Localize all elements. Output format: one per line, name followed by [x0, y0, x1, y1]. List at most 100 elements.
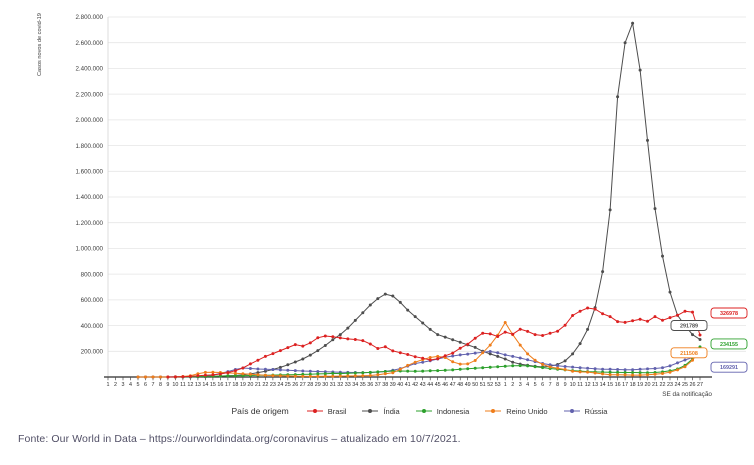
svg-text:39: 39	[390, 382, 396, 388]
series-russia	[136, 350, 702, 379]
svg-text:9: 9	[166, 382, 169, 388]
svg-text:7: 7	[152, 382, 155, 388]
svg-text:26: 26	[292, 382, 298, 388]
end-label-india: 291789	[670, 320, 708, 331]
svg-text:13: 13	[592, 382, 598, 388]
svg-text:30: 30	[322, 382, 328, 388]
end-label-reino-unido: 211508	[670, 347, 708, 359]
svg-text:2: 2	[511, 382, 514, 388]
svg-text:13: 13	[195, 382, 201, 388]
svg-text:800.000: 800.000	[81, 271, 104, 278]
svg-text:53: 53	[495, 382, 501, 388]
svg-text:41: 41	[405, 382, 411, 388]
svg-text:43: 43	[420, 382, 426, 388]
svg-text:9: 9	[564, 382, 567, 388]
legend-item-indonesia: Indonesia	[415, 406, 470, 416]
svg-text:33: 33	[345, 382, 351, 388]
svg-text:23: 23	[667, 382, 673, 388]
svg-text:17: 17	[225, 382, 231, 388]
svg-text:200.000: 200.000	[81, 349, 104, 356]
svg-text:11: 11	[577, 382, 583, 388]
end-label-indonesia: 234155	[710, 338, 748, 350]
svg-text:6: 6	[541, 382, 544, 388]
svg-text:31: 31	[330, 382, 336, 388]
svg-text:21: 21	[255, 382, 261, 388]
svg-text:25: 25	[285, 382, 291, 388]
svg-text:16: 16	[615, 382, 621, 388]
legend-label: Indonesia	[436, 406, 470, 416]
svg-text:22: 22	[262, 382, 268, 388]
svg-text:2.200.000: 2.200.000	[75, 91, 103, 98]
legend-marker-reino-unido-icon	[485, 409, 502, 413]
svg-text:24: 24	[277, 382, 283, 388]
legend-marker-indonesia-icon	[415, 409, 432, 413]
svg-text:22: 22	[660, 382, 666, 388]
svg-text:8: 8	[556, 382, 559, 388]
svg-text:17: 17	[622, 382, 628, 388]
svg-text:2.000.000: 2.000.000	[75, 117, 103, 124]
svg-text:44: 44	[427, 382, 433, 388]
svg-text:24: 24	[675, 382, 681, 388]
svg-text:2: 2	[114, 382, 117, 388]
svg-text:36: 36	[367, 382, 373, 388]
svg-text:15: 15	[210, 382, 216, 388]
svg-text:23: 23	[270, 382, 276, 388]
svg-text:14: 14	[202, 382, 208, 388]
svg-text:27: 27	[697, 382, 703, 388]
svg-text:18: 18	[232, 382, 238, 388]
svg-text:40: 40	[397, 382, 403, 388]
svg-text:3: 3	[519, 382, 522, 388]
svg-text:29: 29	[315, 382, 321, 388]
svg-text:1.200.000: 1.200.000	[75, 220, 103, 227]
gridlines	[108, 16, 746, 352]
svg-text:19: 19	[240, 382, 246, 388]
svg-text:326978: 326978	[720, 311, 738, 317]
end-label-russia: 169291	[710, 361, 748, 373]
chart-legend: País de origem Brasil Índia Indonesia Reino…	[0, 406, 754, 416]
svg-text:49: 49	[465, 382, 471, 388]
legend-item-reino-unido: Reino Unido	[484, 406, 548, 416]
svg-text:26: 26	[690, 382, 696, 388]
svg-text:5: 5	[137, 382, 140, 388]
legend-item-brasil: Brasil	[306, 407, 346, 416]
svg-text:45: 45	[435, 382, 441, 388]
svg-text:1.800.000: 1.800.000	[75, 143, 103, 150]
legend-label: Reino Unido	[506, 406, 548, 416]
end-label-brasil: 326978	[710, 307, 748, 319]
svg-text:32: 32	[337, 382, 343, 388]
legend-item-russia: Rússia	[563, 406, 608, 416]
svg-text:234155: 234155	[720, 342, 738, 348]
legend-item-india: Índia	[361, 406, 400, 416]
legend-marker-brasil-icon	[306, 409, 323, 413]
svg-text:1.600.000: 1.600.000	[75, 169, 103, 176]
svg-text:600.000: 600.000	[81, 297, 104, 304]
svg-text:400.000: 400.000	[81, 323, 104, 330]
y-axis-title: Casos novos de covid-19	[37, 13, 43, 76]
svg-text:1.400.000: 1.400.000	[75, 194, 103, 201]
x-axis-title: SE da notificação	[662, 391, 712, 398]
svg-text:1.000.000: 1.000.000	[75, 246, 103, 253]
svg-text:34: 34	[352, 382, 358, 388]
svg-text:10: 10	[570, 382, 576, 388]
svg-text:50: 50	[472, 382, 478, 388]
svg-text:15: 15	[607, 382, 613, 388]
svg-text:3: 3	[122, 382, 125, 388]
svg-text:169291: 169291	[720, 365, 738, 371]
svg-text:25: 25	[682, 382, 688, 388]
svg-text:211508: 211508	[680, 351, 698, 357]
legend-label: Rússia	[584, 406, 608, 416]
svg-text:1: 1	[504, 382, 507, 388]
svg-text:20: 20	[645, 382, 651, 388]
x-axis-tick-labels: 1 2 3 4 5 6 7 8 9 10 11 12 13 14 15 16 17 18 19 20 21 22 23 24 2…	[107, 377, 703, 388]
svg-text:21: 21	[652, 382, 658, 388]
svg-text:38: 38	[382, 382, 388, 388]
svg-text:20: 20	[247, 382, 253, 388]
svg-text:46: 46	[442, 382, 448, 388]
svg-text:2.800.000: 2.800.000	[75, 14, 103, 21]
svg-text:51: 51	[480, 382, 486, 388]
legend-marker-russia-icon	[563, 409, 580, 413]
legend-label: Índia	[383, 406, 400, 416]
svg-text:10: 10	[172, 382, 178, 388]
svg-text:4: 4	[526, 382, 529, 388]
svg-text:18: 18	[630, 382, 636, 388]
